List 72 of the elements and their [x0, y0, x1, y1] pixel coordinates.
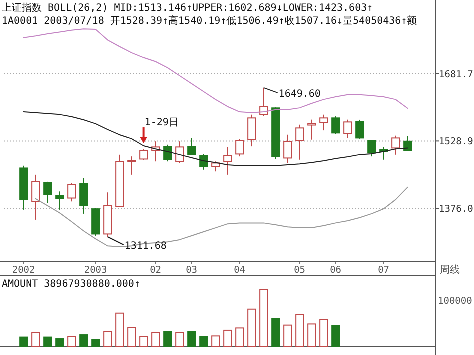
- bar: [80, 334, 88, 347]
- bar: [332, 325, 340, 347]
- candlestick: [356, 119, 364, 140]
- bar: [308, 324, 316, 347]
- bar: [116, 312, 124, 347]
- annotation: 1649.60: [278, 88, 321, 100]
- bar: [56, 338, 64, 347]
- bar: [32, 332, 40, 347]
- candlestick: [308, 119, 316, 140]
- bar: [320, 319, 328, 347]
- candlestick: [260, 87, 268, 117]
- candlestick: [332, 116, 340, 135]
- bar: [104, 331, 112, 347]
- candlestick: [44, 181, 52, 204]
- candlestick: [32, 174, 40, 220]
- candlestick: [128, 156, 136, 176]
- bar: [176, 332, 184, 347]
- bar: [284, 324, 292, 347]
- candlestick: [212, 161, 220, 172]
- candlestick: [224, 146, 232, 176]
- text: 100000: [438, 296, 473, 307]
- candlestick: [140, 149, 148, 161]
- candlestick: [164, 144, 172, 162]
- bar: [164, 331, 172, 347]
- y-tick-label: 1528.9: [439, 136, 474, 148]
- annotation: 1311.68: [124, 241, 167, 252]
- bar: [248, 308, 256, 347]
- x-tick-label: 03: [186, 265, 198, 276]
- candlestick: [284, 134, 292, 164]
- candlestick: [368, 140, 376, 158]
- bar: [140, 336, 148, 347]
- bar: [68, 336, 76, 347]
- bar: [20, 336, 28, 347]
- bar: [224, 330, 232, 347]
- candlestick: [80, 178, 88, 214]
- text: 1A0001 2003/07/18 开1528.39↑高1540.19↑低1506.49↑收1507.16↓量54050436↑额: [2, 15, 418, 27]
- bar: [200, 336, 208, 347]
- bar: [260, 290, 268, 347]
- annotation: 1-29日: [144, 118, 179, 129]
- x-tick-label: 05: [294, 265, 306, 276]
- candlestick: [320, 114, 328, 132]
- x-tick-label: 02: [150, 265, 162, 276]
- chart-title: 上证指数 BOLL(26,2) MID:1513.146↑UPPER:1602.689↓LOWER:1423.603↑: [2, 2, 374, 14]
- bar: [128, 327, 136, 347]
- bar: [212, 336, 220, 347]
- bar: [296, 314, 304, 347]
- candlestick: [176, 141, 184, 164]
- candlestick: [236, 138, 244, 158]
- x-tick-label: 06: [330, 265, 342, 276]
- bar: [236, 328, 244, 347]
- bar: [272, 318, 280, 347]
- chart-title: AMOUNT 38967930880.000↑: [2, 279, 140, 290]
- candlestick: [56, 191, 64, 210]
- bar: [44, 336, 52, 347]
- x-tick-label: 2002: [12, 265, 36, 276]
- text: 周线: [440, 264, 460, 276]
- candlestick: [200, 154, 208, 170]
- bar: [92, 339, 100, 347]
- x-tick-label: 2003: [84, 265, 108, 276]
- bar: [152, 332, 160, 347]
- candlestick: [188, 138, 196, 156]
- candlestick: [392, 135, 400, 156]
- y-tick-label: 1376.0: [439, 204, 474, 216]
- candlestick: [296, 124, 304, 160]
- candlestick: [344, 119, 352, 139]
- candlestick: [404, 136, 412, 152]
- x-tick-label: 04: [234, 265, 246, 276]
- candlestick: [68, 182, 76, 202]
- bar: [188, 331, 196, 347]
- y-tick-label: 1681.7: [439, 69, 474, 80]
- x-tick-label: 07: [378, 265, 390, 276]
- candlestick: [248, 114, 256, 148]
